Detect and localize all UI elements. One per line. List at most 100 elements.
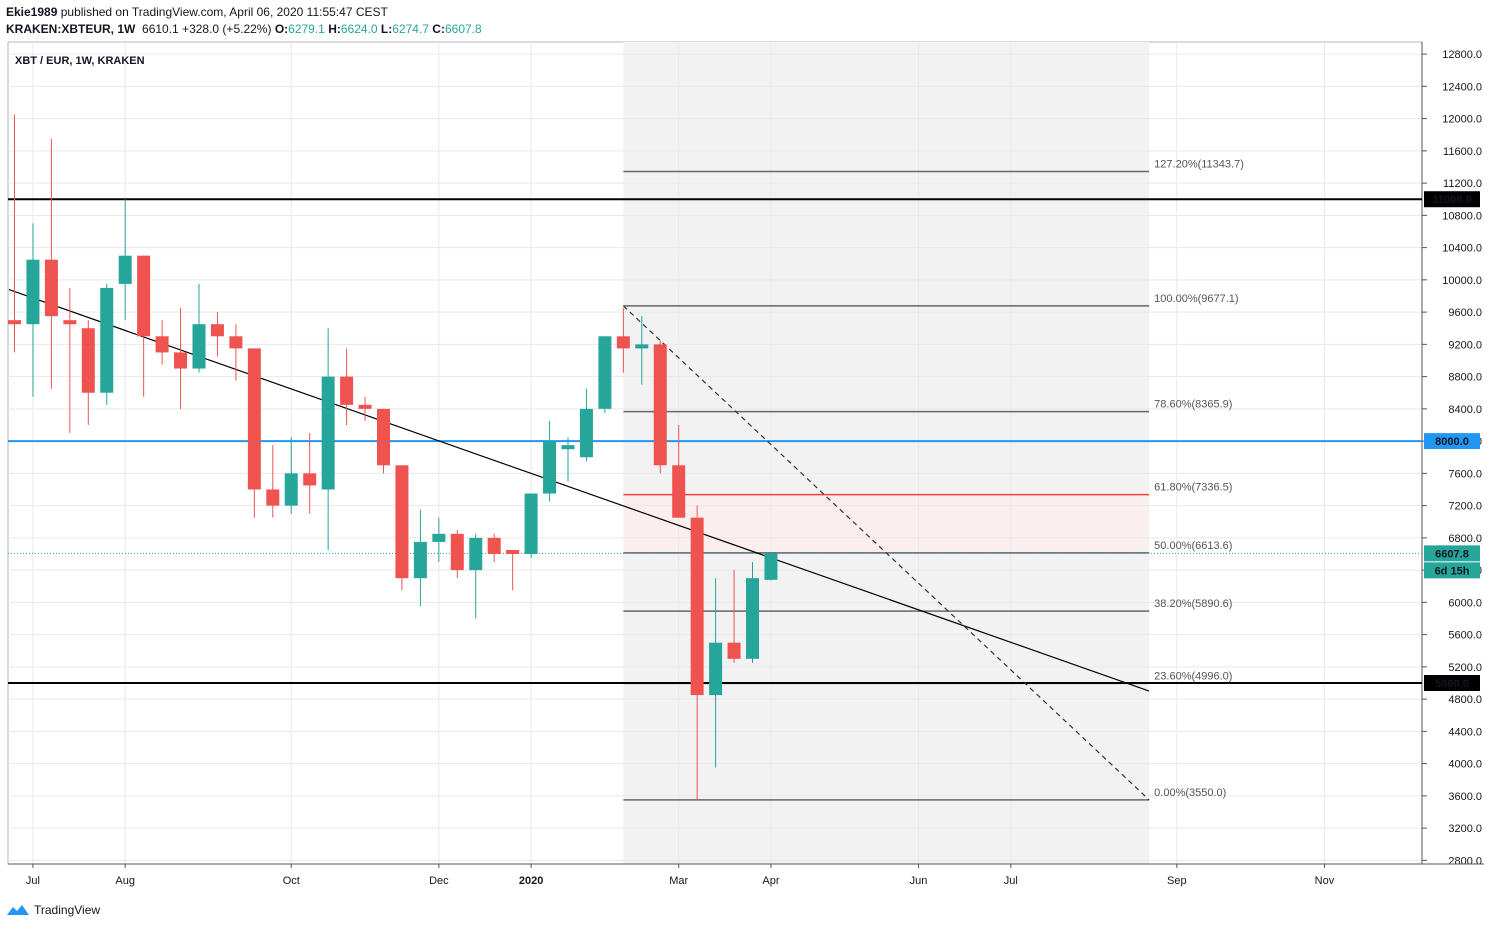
candle-body[interactable] [413,541,427,579]
last-price: 6610.1 [142,22,179,36]
candle-body[interactable] [358,404,372,409]
fib-trend-diagonal [622,305,1150,801]
price-axis-label: 4000.0 [1448,759,1482,771]
high-value: 6624.0 [340,22,378,36]
fib-zone-golden [623,494,1150,553]
candle-body[interactable] [506,549,520,554]
price-axis-label: 2800.0 [1448,855,1482,867]
time-axis-label: Dec [429,875,449,887]
symbol: KRAKEN:XBTEUR, 1W [6,22,136,36]
price-axis-label: 8800.0 [1448,372,1482,384]
candle-body[interactable] [44,259,58,317]
candle-body[interactable] [469,537,483,571]
price-axis-label: 10000.0 [1442,275,1482,287]
candle-body[interactable] [432,533,446,542]
candle-body[interactable] [155,336,169,353]
candle-body[interactable] [543,441,557,494]
candle-body[interactable] [8,320,21,325]
candle-body[interactable] [561,445,575,450]
price-chart[interactable]: 2800.0 3200.0 3600.0 4000.0 4400.0 4800.0 5200… [0,0,1490,900]
open-label: O: [274,22,289,36]
close-label: C: [432,22,445,36]
price-change: +328.0 (+5.22%) [182,22,272,36]
price-axis-label: 6000.0 [1448,597,1482,609]
candle-body[interactable] [653,344,667,466]
countdown-label: 6d 15h [1435,565,1470,577]
fib-zone [623,42,1150,864]
horizontal-line-price-tag [1424,191,1480,208]
candle-body[interactable] [598,336,612,409]
candle-body[interactable] [303,473,317,486]
fib-level-label: 61.80%(7336.5) [1154,482,1232,494]
horizontal-line-price-tag [1424,674,1480,691]
tradingview-logo-icon [7,905,29,915]
tradingview-brand: TradingView [34,903,101,917]
author[interactable]: Ekie1989 [6,5,58,19]
candle-body[interactable] [118,255,132,284]
current-price-label: 6607.8 [1435,548,1469,560]
horizontal-line-price-label: 8000.0 [1435,436,1469,448]
price-axis-label: 8400.0 [1448,404,1482,416]
candle-body[interactable] [63,320,77,325]
candle-body[interactable] [764,553,778,580]
horizontal-line-price-label: 5000.0 [1435,678,1469,690]
candle-body[interactable] [672,465,686,518]
candle-body[interactable] [690,517,704,696]
candle-body[interactable] [709,642,723,696]
price-axis-label: 9200.0 [1448,339,1482,351]
candle-body[interactable] [524,493,538,554]
low-label: L: [380,22,393,36]
tradingview-logo[interactable]: TradingView [6,903,100,917]
time-axis-label: Apr [762,875,779,887]
fib-level-label: 23.60%(4996.0) [1154,670,1232,682]
price-axis-label: 7200.0 [1448,501,1482,513]
candle-body[interactable] [81,328,95,393]
candle-body[interactable] [266,489,280,506]
open-value: 6279.1 [288,22,325,36]
time-axis-label: Nov [1315,875,1335,887]
time-axis-label: Aug [115,875,135,887]
candle-body[interactable] [192,324,206,369]
candle-body[interactable] [727,642,741,659]
candle-body[interactable] [247,348,261,490]
price-axis-label: 5600.0 [1448,630,1482,642]
price-axis-label: 4400.0 [1448,726,1482,738]
candle-body[interactable] [174,352,188,369]
fib-level-label: 0.00%(3550.0) [1154,787,1226,799]
candle-body[interactable] [321,376,335,490]
fib-level-label: 78.60%(8365.9) [1154,399,1232,411]
candle-body[interactable] [210,324,224,337]
candle-body[interactable] [635,344,649,349]
candle-body[interactable] [395,465,409,579]
fib-level-label: 50.00%(6613.6) [1154,540,1232,552]
candle-body[interactable] [229,336,243,349]
time-axis-label: Sep [1167,875,1187,887]
time-axis-label: Jul [1004,875,1018,887]
candle-body[interactable] [340,376,354,405]
price-axis-label: 10400.0 [1442,243,1482,255]
fib-level-label: 100.00%(9677.1) [1154,293,1238,305]
candle-body[interactable] [450,533,464,571]
candle-body[interactable] [377,408,390,466]
candle-body[interactable] [579,408,593,458]
candle-body[interactable] [26,259,40,325]
candle-body[interactable] [616,336,630,349]
price-axis-label: 11200.0 [1443,178,1482,190]
close-value: 6607.8 [444,22,482,36]
symbol-info: KRAKEN:XBTEUR, 1W 6610.1 +328.0 (+5.22%)… [6,22,482,36]
candle-body[interactable] [137,255,151,337]
price-axis-label: 3600.0 [1448,791,1482,803]
time-axis-label: Jul [26,875,40,887]
candle-body[interactable] [284,473,298,506]
candle-body[interactable] [487,537,501,554]
price-axis-label: 5200.0 [1448,662,1482,674]
candle-body[interactable] [100,287,114,393]
current-price-tag [1424,545,1480,562]
price-axis-label: 11600.0 [1443,146,1482,158]
candle-body[interactable] [746,578,759,659]
countdown-tag [1424,562,1480,579]
horizontal-line-price-label: 11000.0 [1432,194,1471,206]
price-axis-label: 4800.0 [1448,694,1482,706]
price-axis-label: 12400.0 [1442,81,1482,93]
horizontal-line-price-tag [1424,433,1480,450]
